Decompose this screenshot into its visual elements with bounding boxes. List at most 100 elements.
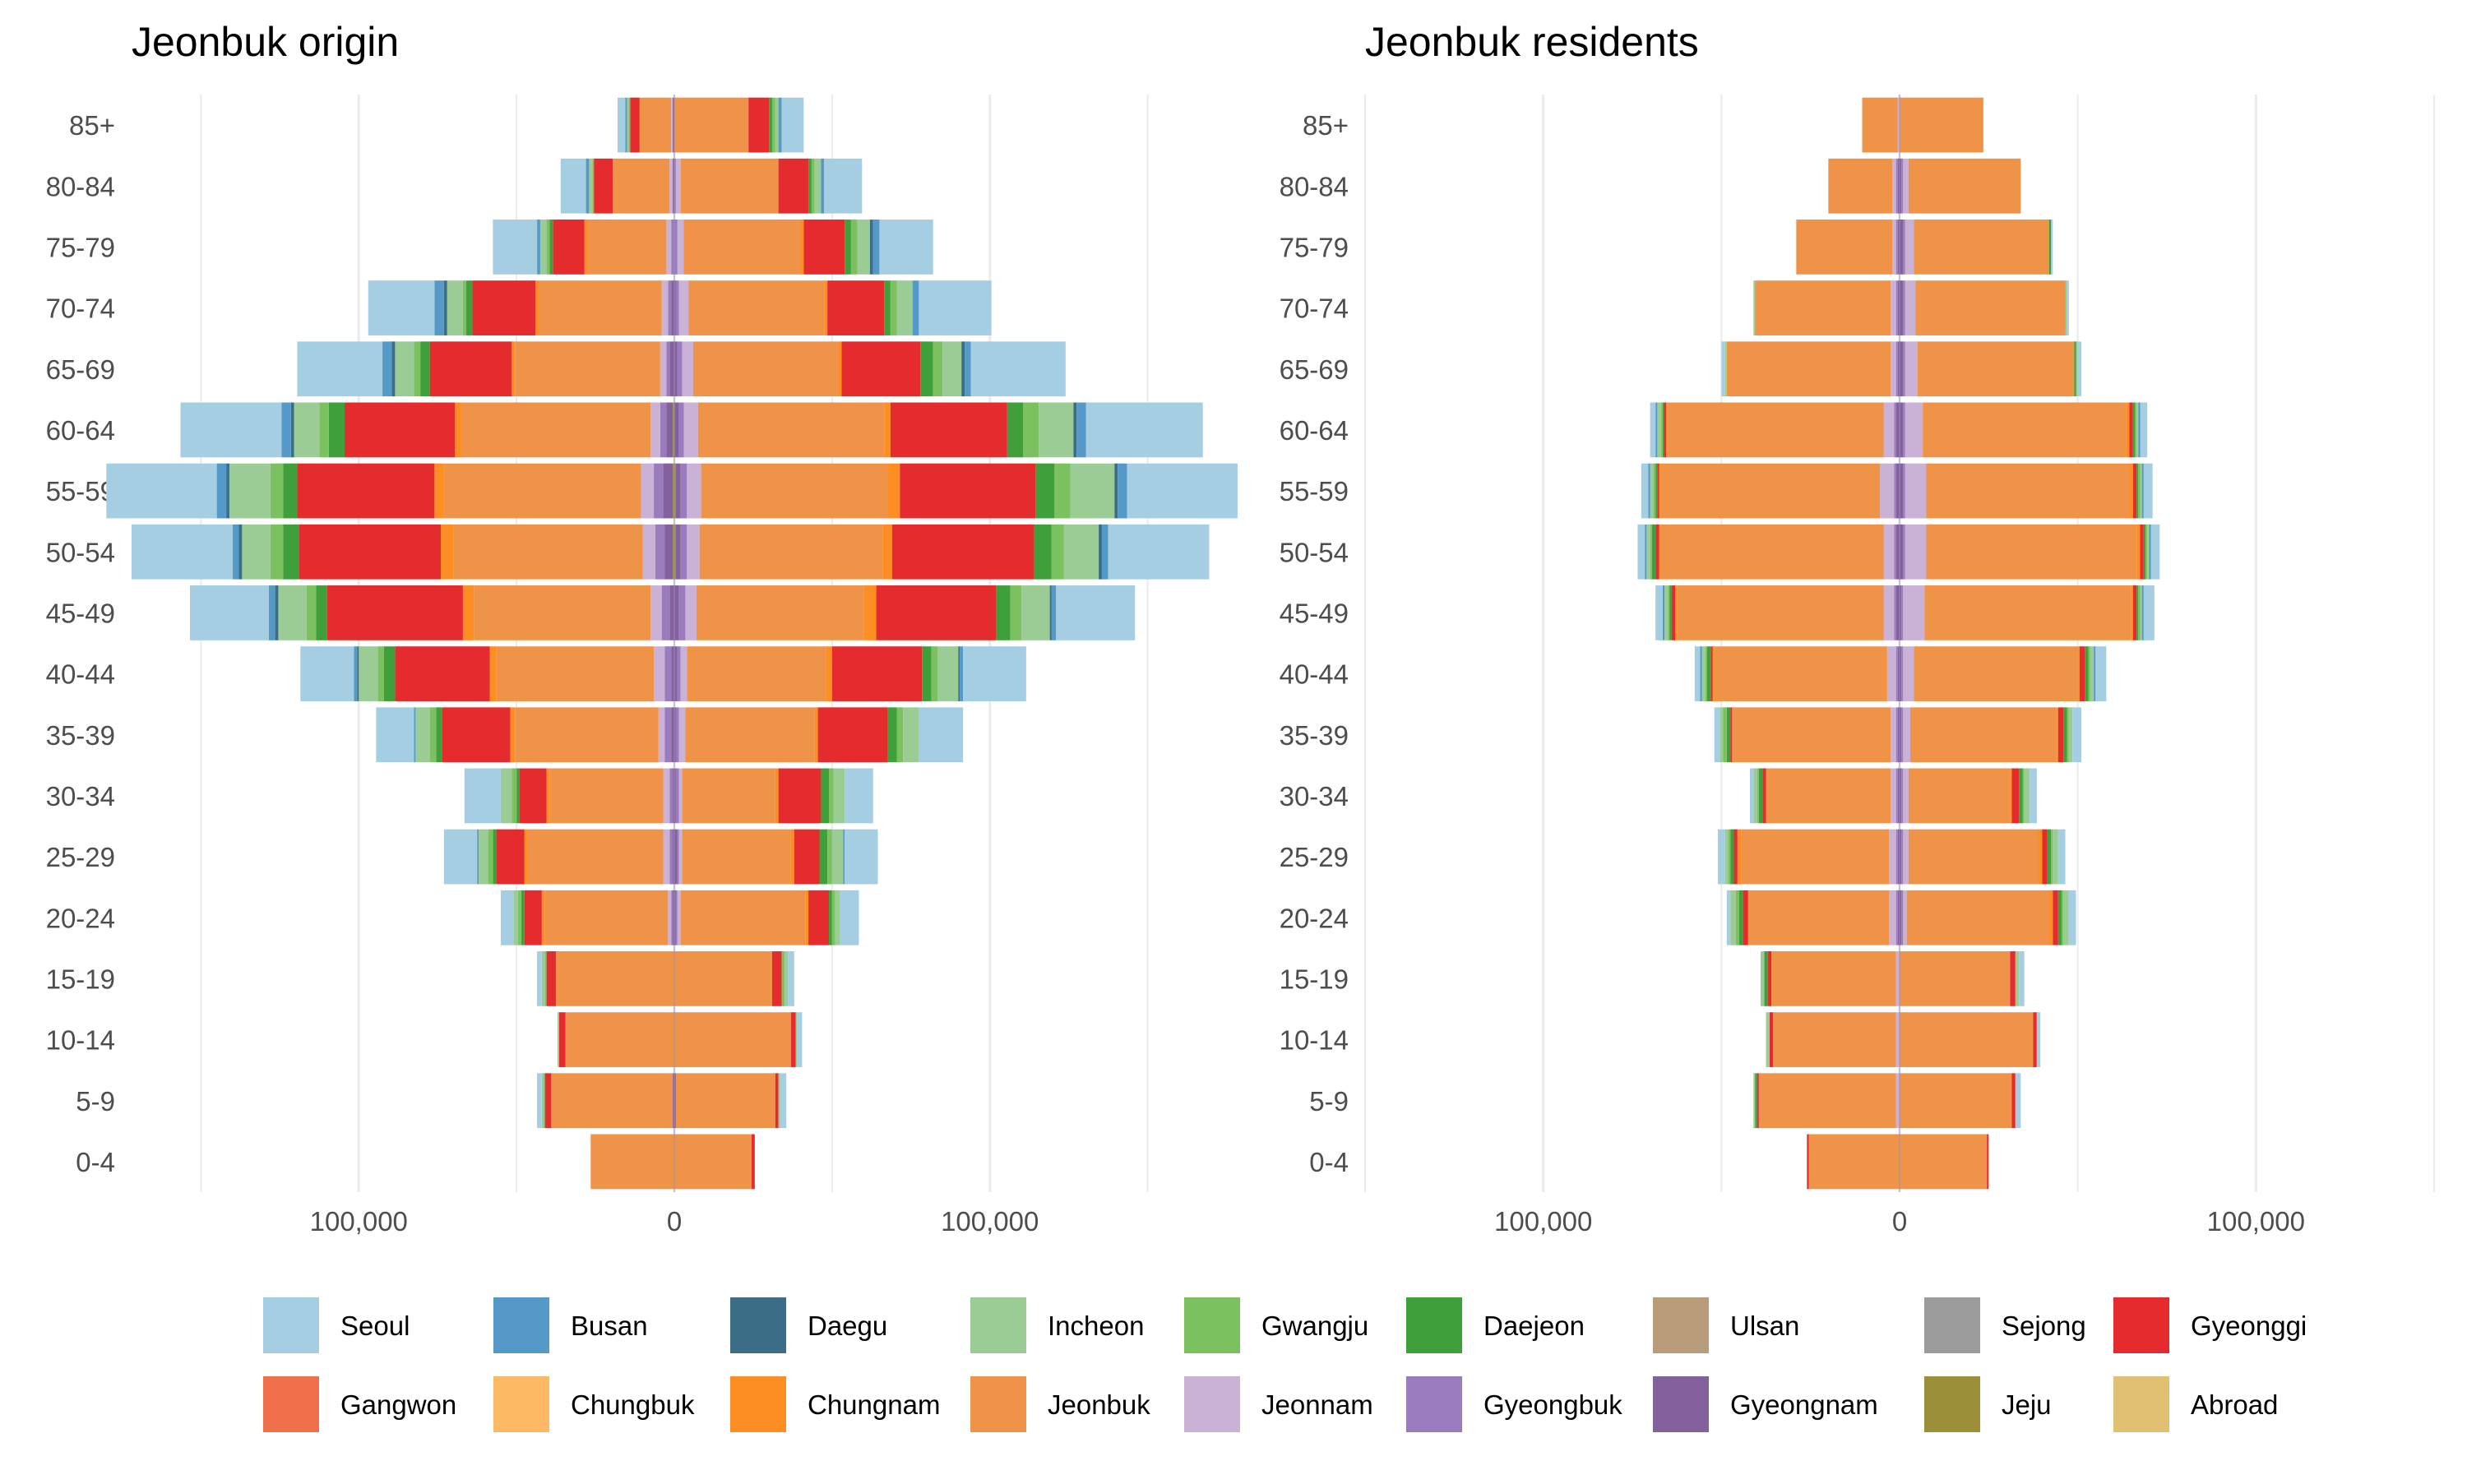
bar-segment-jeonbuk xyxy=(1924,585,2131,640)
bar-segment-seoul xyxy=(2051,220,2053,275)
bar-segment-busan xyxy=(1648,463,1650,519)
bar-segment-jeonbuk xyxy=(1668,402,1884,458)
bar-segment-gyeongbuk xyxy=(678,402,684,458)
y-tick-label: 10-14 xyxy=(1280,1025,1349,1056)
bar-segment-daejeon xyxy=(884,280,891,335)
legend-label: Gyeonggi xyxy=(2191,1311,2307,1341)
bar-segment-jeonbuk xyxy=(1862,97,1898,153)
y-tick-label: 60-64 xyxy=(1280,415,1349,446)
bar-segment-incheon xyxy=(778,1073,780,1129)
bar-segment-gyeongbuk xyxy=(680,524,687,580)
bars xyxy=(1637,95,2160,1192)
bar-segment-gyeongbuk xyxy=(1903,524,1905,580)
bar-segment-gyeongbuk xyxy=(680,463,687,519)
bar-segment-jeonnam xyxy=(683,402,698,458)
bar-segment-seoul xyxy=(537,1073,542,1129)
bar-segment-gyeongnam xyxy=(1900,158,1902,214)
bar-segment-jeonnam xyxy=(1883,402,1895,458)
bar-segment-gwangju xyxy=(543,1073,545,1129)
bar-segment-daejeon xyxy=(1662,402,1664,458)
bar-segment-jeonnam xyxy=(671,97,673,153)
bar-segment-seoul xyxy=(2140,402,2148,458)
bar-segment-gyeongbuk xyxy=(674,158,676,214)
bar-segment-gyeongbuk xyxy=(1894,463,1896,519)
bar-segment-jeonbuk xyxy=(1732,707,1891,763)
legend-item-seoul: Seoul xyxy=(263,1297,410,1353)
bar-segment-gyeonggi xyxy=(2129,402,2133,458)
bar-segment-incheon xyxy=(1650,463,1654,519)
y-tick-label: 25-29 xyxy=(1280,842,1349,872)
legend-item-jeju: Jeju xyxy=(1924,1376,2052,1432)
bar-segment-seoul xyxy=(845,829,878,885)
bar-segment-seoul xyxy=(1108,524,1210,580)
bar-segment-busan xyxy=(821,158,825,214)
bar-segment-gyeonggi xyxy=(790,1012,796,1067)
bar-segment-gyeonggi xyxy=(2011,768,2020,824)
bar-segment-gyeonggi xyxy=(1769,1012,1774,1067)
bar-segment-jeonbuk xyxy=(613,158,670,214)
bar-segment-daegu xyxy=(357,646,359,701)
legend-item-gyeonggi: Gyeonggi xyxy=(2113,1297,2307,1353)
bar-segment-gwangju xyxy=(414,341,421,397)
bar-segment-gyeongbuk xyxy=(1894,524,1896,580)
bar-segment-jeju xyxy=(674,463,676,519)
bar-segment-gyeonggi xyxy=(827,280,885,335)
bar-segment-gyeonggi xyxy=(544,1073,552,1129)
bar-segment-gyeonggi xyxy=(546,951,557,1006)
bar-segment-jeonnam xyxy=(1905,341,1918,397)
bar-segment-daejeon xyxy=(996,585,1011,640)
bar-segment-gyeongnam xyxy=(1900,707,1902,763)
legend-swatch xyxy=(1924,1297,1980,1353)
bar-segment-jeonbuk xyxy=(1926,524,2137,580)
bar-segment-jeonbuk xyxy=(1917,341,2075,397)
bar-segment-incheon xyxy=(903,707,919,763)
bar-segment-daegu xyxy=(961,341,965,397)
bar-segment-gwangju xyxy=(1757,768,1759,824)
bar-segment-gyeongnam xyxy=(1895,463,1900,519)
bar-segment-incheon xyxy=(294,402,320,458)
legend-swatch xyxy=(493,1376,549,1432)
bar-segment-daejeon xyxy=(283,524,299,580)
bar-segment-incheon xyxy=(2015,951,2020,1006)
y-tick-label: 60-64 xyxy=(46,415,115,446)
bar-segment-daejeon xyxy=(829,890,832,945)
bar-segment-seoul xyxy=(2143,463,2153,519)
bar-segment-busan xyxy=(2141,463,2144,519)
bar-segment-gyeongbuk xyxy=(671,890,673,945)
bar-segment-gyeongnam xyxy=(1900,524,1904,580)
bar-segment-jeonbuk xyxy=(1908,768,2011,824)
bar-segment-gwangju xyxy=(1729,829,1731,885)
bar-segment-jeonnam xyxy=(1886,646,1896,701)
bar-segment-seoul xyxy=(180,402,282,458)
panel-title: Jeonbuk residents xyxy=(1365,19,1699,65)
bar-segment-jeonbuk xyxy=(1773,1012,1896,1067)
legend-label: Busan xyxy=(571,1311,648,1341)
bar-segment-incheon xyxy=(447,280,463,335)
bar-segment-jeonnam xyxy=(1883,585,1895,640)
bar-segment-chungnam xyxy=(2129,463,2133,519)
y-tick-label: 15-19 xyxy=(46,964,115,994)
bar-segment-gyeongnam xyxy=(664,524,673,580)
bar-segment-seoul xyxy=(1726,890,1731,945)
bar-segment-gyeongnam xyxy=(1897,829,1900,885)
bar-segment-busan xyxy=(778,97,782,153)
bar-segment-jeonbuk xyxy=(1714,646,1887,701)
bar-segment-gyeongnam xyxy=(1895,402,1900,458)
bar-segment-chungnam xyxy=(800,220,804,275)
bar-segment-incheon xyxy=(785,951,789,1006)
bar-segment-seoul xyxy=(824,158,863,214)
bars xyxy=(106,95,1238,1192)
bar-segment-chungnam xyxy=(462,585,474,640)
bar-segment-gyeongbuk xyxy=(1895,646,1898,701)
bar-segment-jeonnam xyxy=(678,768,683,824)
bar-segment-chungnam xyxy=(511,341,516,397)
bar-segment-gyeongbuk xyxy=(666,341,670,397)
bar-segment-jeonnam xyxy=(650,402,660,458)
bar-segment-incheon xyxy=(1753,280,1756,335)
bar-segment-jeonbuk xyxy=(688,280,825,335)
bar-segment-chungnam xyxy=(863,585,877,640)
bar-segment-daejeon xyxy=(2143,524,2145,580)
bar-segment-gyeongbuk xyxy=(1903,341,1905,397)
bar-segment-jeonnam xyxy=(663,829,670,885)
bar-segment-gwangju xyxy=(319,402,329,458)
